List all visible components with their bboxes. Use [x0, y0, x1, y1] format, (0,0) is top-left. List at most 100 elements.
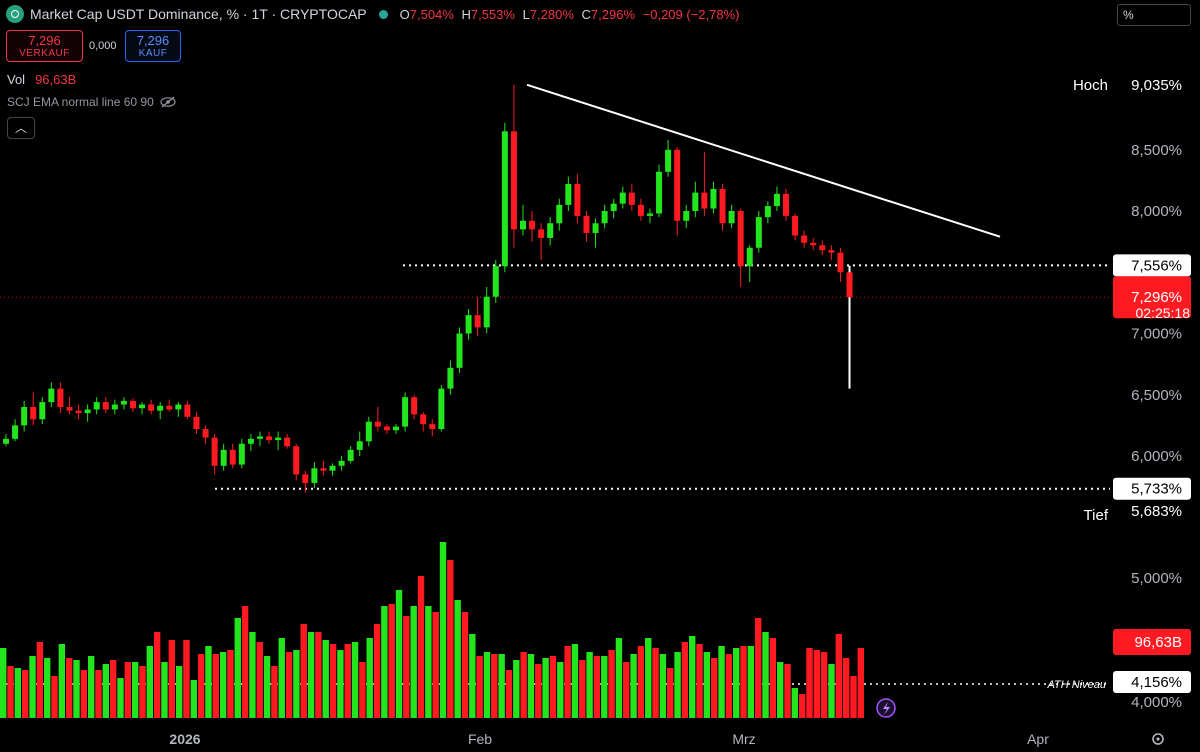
candle-body: [320, 468, 327, 471]
candle: [320, 460, 327, 476]
candle-body: [148, 404, 155, 411]
volume-bar: [168, 640, 175, 718]
price-tick[interactable]: 6,000%: [1131, 448, 1182, 465]
candle: [429, 419, 436, 437]
candle-body: [438, 388, 445, 430]
price-tick[interactable]: 7,000%: [1131, 326, 1182, 343]
candle-body: [619, 192, 626, 204]
volume-bar: [21, 670, 29, 718]
eye-slash-icon[interactable]: [160, 96, 176, 108]
candle: [764, 201, 771, 224]
candle-body: [311, 468, 318, 483]
candle-body: [583, 215, 590, 234]
volume-bar: [73, 660, 80, 718]
volume-bar: [241, 606, 249, 718]
candle: [483, 286, 490, 334]
volume-bar: [359, 662, 366, 718]
candle-body: [3, 438, 9, 444]
indicator-legend[interactable]: SCJ EMA normal line 60 90: [7, 95, 176, 109]
candle-body: [529, 220, 536, 230]
buy-button[interactable]: 7,296 KAUF: [125, 30, 181, 62]
volume-bar: [571, 644, 579, 718]
candle-body: [447, 367, 454, 389]
price-tick[interactable]: 5,000%: [1131, 570, 1182, 587]
current-price-badge-box: [1113, 276, 1191, 319]
volume-bar: [263, 656, 271, 718]
price-tick[interactable]: 6,500%: [1131, 387, 1182, 404]
candle-body: [483, 296, 490, 328]
candle-body: [474, 315, 481, 328]
lightning-icon[interactable]: [876, 698, 896, 718]
volume-bar: [674, 652, 681, 718]
candle: [710, 181, 717, 214]
volume-bar: [0, 648, 7, 718]
candle-body: [755, 217, 762, 248]
price-tick[interactable]: 8,000%: [1131, 203, 1182, 220]
volume-bar: [7, 666, 14, 718]
candle: [828, 245, 835, 260]
price-tick[interactable]: 4,000%: [1131, 694, 1182, 711]
candle: [846, 265, 853, 389]
candle-body: [284, 437, 291, 447]
candle-body: [429, 424, 436, 430]
candle: [148, 399, 155, 415]
time-tick[interactable]: Feb: [468, 731, 492, 747]
time-axis[interactable]: 2026 Feb Mrz Apr: [169, 731, 1164, 747]
candle: [275, 431, 282, 450]
resistance-trendline: [526, 83, 1001, 238]
low-label: L: [522, 6, 530, 22]
volume-bar: [762, 632, 769, 718]
candle: [574, 174, 581, 224]
candle-body: [574, 184, 581, 216]
sell-button[interactable]: 7,296 VERKAUF: [6, 30, 83, 62]
volume-bar: [219, 652, 227, 718]
candle-body: [302, 474, 309, 483]
candle: [284, 433, 291, 449]
candle-body: [21, 407, 28, 426]
candle: [302, 470, 309, 493]
time-tick[interactable]: Mrz: [732, 731, 755, 747]
time-tick[interactable]: 2026: [169, 731, 200, 747]
volume-bar: [344, 644, 351, 718]
candle-body: [247, 438, 254, 444]
volume-badge-box: [1113, 629, 1191, 655]
ohlc-values: O7,504% H7,553% L7,280% C7,296% −0,209 (…: [400, 7, 744, 22]
candle: [57, 382, 64, 414]
candle: [592, 218, 599, 248]
time-tick[interactable]: Apr: [1027, 731, 1049, 747]
volume-bar: [447, 560, 454, 718]
volume-bar: [725, 654, 733, 718]
candle-body: [801, 235, 808, 243]
candle: [665, 139, 672, 177]
candle: [383, 424, 390, 434]
low-value: 7,280%: [529, 6, 574, 22]
candle: [465, 309, 472, 340]
candle-body: [75, 410, 82, 414]
settings-gear-icon[interactable]: [1152, 733, 1164, 745]
candle: [157, 402, 164, 420]
volume-bar: [586, 652, 593, 718]
candle: [773, 186, 780, 211]
volume-bar: [139, 666, 146, 718]
volume-bar: [278, 638, 285, 718]
symbol-title[interactable]: Market Cap USDT Dominance, % · 1T · CRYP…: [30, 6, 367, 22]
buy-price: 7,296: [136, 33, 170, 48]
unit-selector[interactable]: %: [1117, 4, 1191, 26]
volume-bar: [842, 658, 850, 718]
candle-body: [129, 400, 136, 409]
candle-body: [193, 416, 200, 430]
price-axis[interactable]: 4,000%5,000%6,000%6,500%7,000%7,500%8,00…: [1073, 77, 1182, 711]
candle: [365, 416, 372, 447]
volume-bar: [557, 662, 564, 718]
candle-body: [48, 388, 55, 403]
volume-bar: [65, 658, 73, 718]
level-badge-ath: 4,156%: [1131, 674, 1182, 691]
price-tick[interactable]: 8,500%: [1131, 142, 1182, 159]
volume-bar: [351, 642, 359, 718]
volume-bar: [102, 664, 110, 718]
candle-body: [828, 250, 835, 253]
collapse-legend-button[interactable]: ︿: [7, 117, 35, 139]
candle-body: [728, 211, 735, 224]
candle: [30, 392, 37, 426]
